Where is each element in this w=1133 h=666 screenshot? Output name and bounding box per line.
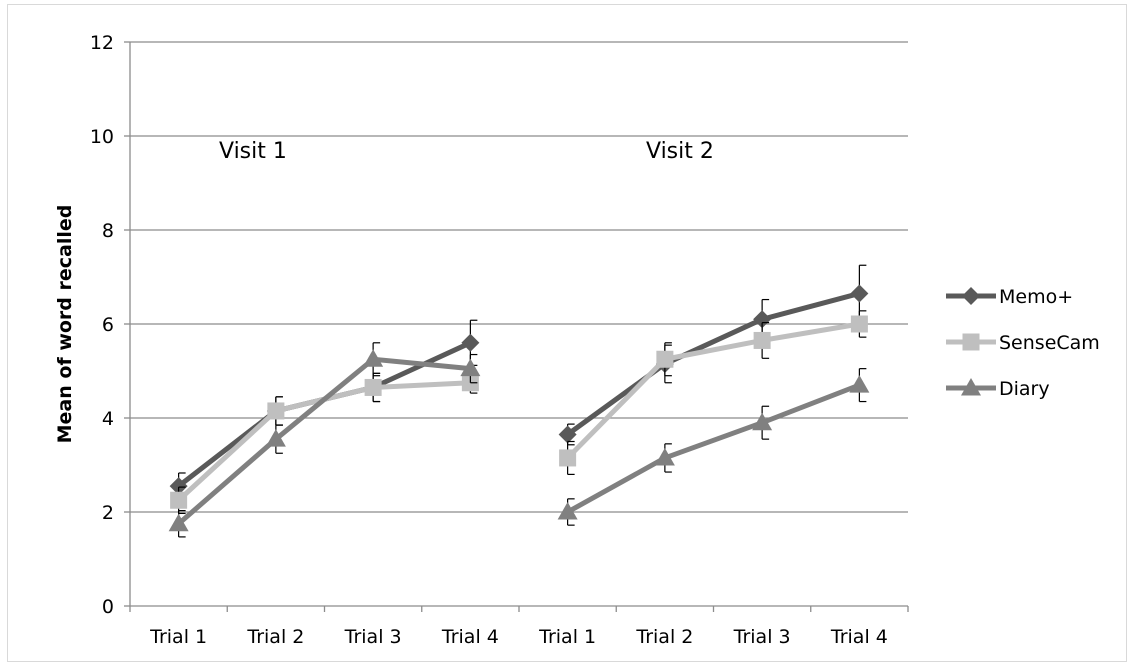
- data-point: [753, 331, 771, 349]
- y-tick-label: 12: [90, 32, 114, 54]
- x-tick-label: Trial 2: [246, 626, 304, 648]
- y-tick-label: 0: [102, 596, 114, 618]
- x-tick-label: Trial 1: [149, 626, 207, 648]
- axis-layer: 0 2 4 6 8 10 12 Trial 1 Trial 2 Trial 3 Trial 4 Tri…: [90, 32, 909, 648]
- y-tick-label: 10: [90, 126, 114, 148]
- legend-item-sensecam: SenseCam: [946, 332, 1100, 354]
- data-point: [654, 447, 675, 466]
- series-diary: [168, 342, 870, 538]
- x-tick-label: Trial 3: [344, 626, 402, 648]
- data-point: [461, 333, 480, 352]
- legend-label: Diary: [999, 378, 1050, 400]
- y-tick-label: 8: [102, 220, 114, 242]
- data-point: [656, 350, 674, 368]
- series-line: [566, 382, 861, 515]
- annotation-visit-2: Visit 2: [646, 139, 714, 164]
- data-point: [850, 315, 868, 333]
- x-tick-label: Trial 1: [538, 626, 596, 648]
- legend-item-diary: Diary: [946, 378, 1050, 400]
- x-tick-label: Trial 4: [441, 626, 499, 648]
- legend-marker: [961, 378, 981, 396]
- x-tick-label: Trial 3: [733, 626, 791, 648]
- y-tick-label: 4: [102, 408, 114, 430]
- data-point: [557, 502, 578, 520]
- y-tick-label: 2: [102, 502, 114, 524]
- data-point: [849, 375, 870, 393]
- chart-frame: [7, 4, 1127, 662]
- data-point: [363, 349, 384, 367]
- legend-marker: [962, 333, 980, 351]
- data-point: [850, 284, 869, 303]
- legend-item-memo-: Memo+: [946, 286, 1073, 308]
- data-point: [265, 429, 286, 447]
- data-point: [460, 358, 481, 377]
- annotation-visit-1: Visit 1: [219, 139, 287, 164]
- series-layer: [168, 264, 870, 538]
- grid-layer: [130, 41, 908, 513]
- y-axis-label: Mean of word recalled: [54, 205, 76, 444]
- legend: Memo+ SenseCam Diary: [946, 286, 1100, 400]
- data-point: [364, 378, 382, 396]
- series-memo-: [169, 264, 869, 500]
- data-point: [558, 425, 577, 444]
- data-point: [168, 513, 189, 532]
- series-line: [565, 321, 860, 460]
- x-tick-label: Trial 4: [830, 626, 888, 648]
- data-point: [559, 449, 577, 467]
- y-tick-label: 6: [102, 314, 114, 336]
- x-tick-label: Trial 2: [635, 626, 693, 648]
- data-point: [170, 491, 188, 509]
- series-sensecam: [170, 310, 868, 515]
- data-point: [267, 402, 285, 420]
- data-point: [753, 310, 772, 329]
- series-line: [566, 291, 861, 437]
- series-line: [176, 356, 471, 526]
- data-point: [752, 412, 773, 431]
- legend-label: SenseCam: [999, 332, 1100, 354]
- data-point: [169, 477, 188, 496]
- legend-label: Memo+: [999, 286, 1073, 308]
- legend-marker: [962, 287, 980, 305]
